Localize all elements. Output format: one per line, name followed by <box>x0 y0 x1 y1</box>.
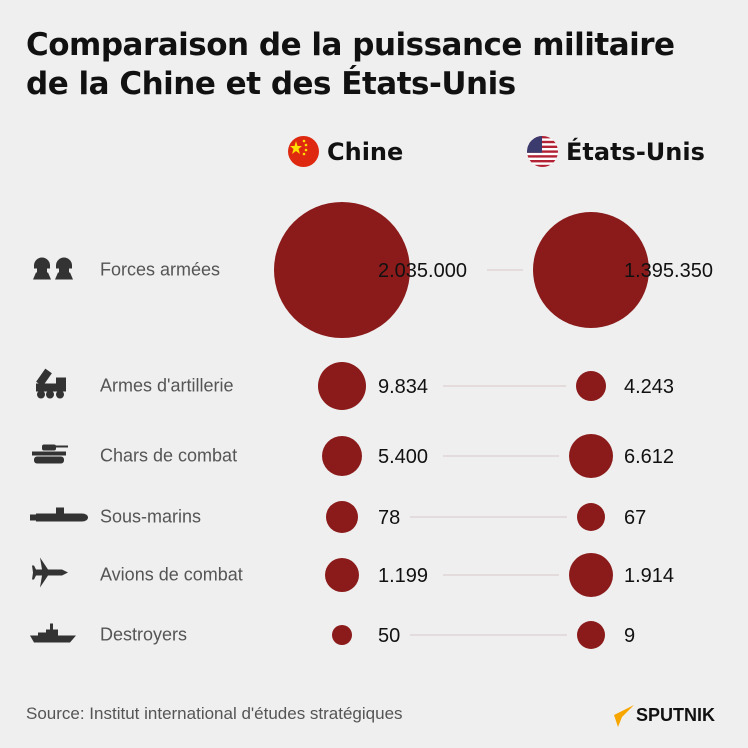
column-label-china: Chine <box>327 137 404 166</box>
usa-bubble <box>533 212 649 328</box>
china-bubble <box>326 501 358 533</box>
china-value: 78 <box>378 507 400 529</box>
row-label: Armes d'artillerie <box>100 375 234 396</box>
submarine-icon <box>30 506 90 529</box>
fighter-jet-icon <box>30 556 70 595</box>
destroyer-ship-icon <box>30 622 76 649</box>
rocket-launcher-icon <box>30 368 70 405</box>
usa-value: 67 <box>624 507 646 529</box>
row-label: Sous-marins <box>100 506 202 527</box>
column-label-usa: États-Unis <box>566 137 705 166</box>
row-label: Forces armées <box>100 259 221 280</box>
china-bubble <box>318 362 366 410</box>
usa-value: 9 <box>624 625 635 647</box>
china-value: 9.834 <box>378 376 428 398</box>
china-value: 50 <box>378 625 400 647</box>
usa-flag-icon <box>527 136 558 167</box>
usa-bubble <box>576 371 606 401</box>
soldiers-icon <box>30 256 78 285</box>
row-label: Destroyers <box>100 624 188 645</box>
title-line-1: Comparaison de la puissance militaire <box>26 27 675 63</box>
china-value: 1.199 <box>378 565 428 587</box>
usa-value: 1.914 <box>624 565 674 587</box>
china-flag-icon <box>288 136 319 167</box>
china-bubble <box>274 202 410 338</box>
row-label: Avions de combat <box>100 564 243 585</box>
usa-value: 4.243 <box>624 376 674 398</box>
source-note: Source: Institut international d'études … <box>26 704 403 723</box>
china-value: 5.400 <box>378 446 428 468</box>
column-header-china: Chine <box>288 136 403 167</box>
usa-bubble <box>569 553 613 597</box>
column-header-usa: États-Unis <box>527 136 705 167</box>
china-bubble <box>322 436 362 476</box>
row-label: Chars de combat <box>100 445 238 466</box>
usa-bubble <box>577 621 605 649</box>
usa-bubble <box>569 434 613 478</box>
brand-name: SPUTNIK <box>636 704 716 725</box>
usa-value: 1.395.350 <box>624 260 713 282</box>
title-line-2: de la Chine et des États-Unis <box>26 66 516 102</box>
usa-value: 6.612 <box>624 446 674 468</box>
china-bubble <box>325 558 359 592</box>
usa-bubble <box>577 503 605 531</box>
sputnik-logo: SPUTNIK <box>612 703 715 727</box>
china-bubble <box>332 625 352 645</box>
chart-title: Comparaison de la puissance militaire de… <box>26 26 675 104</box>
sputnik-logo-icon <box>614 705 634 727</box>
china-value: 2.035.000 <box>378 260 467 282</box>
tank-icon <box>30 443 70 470</box>
